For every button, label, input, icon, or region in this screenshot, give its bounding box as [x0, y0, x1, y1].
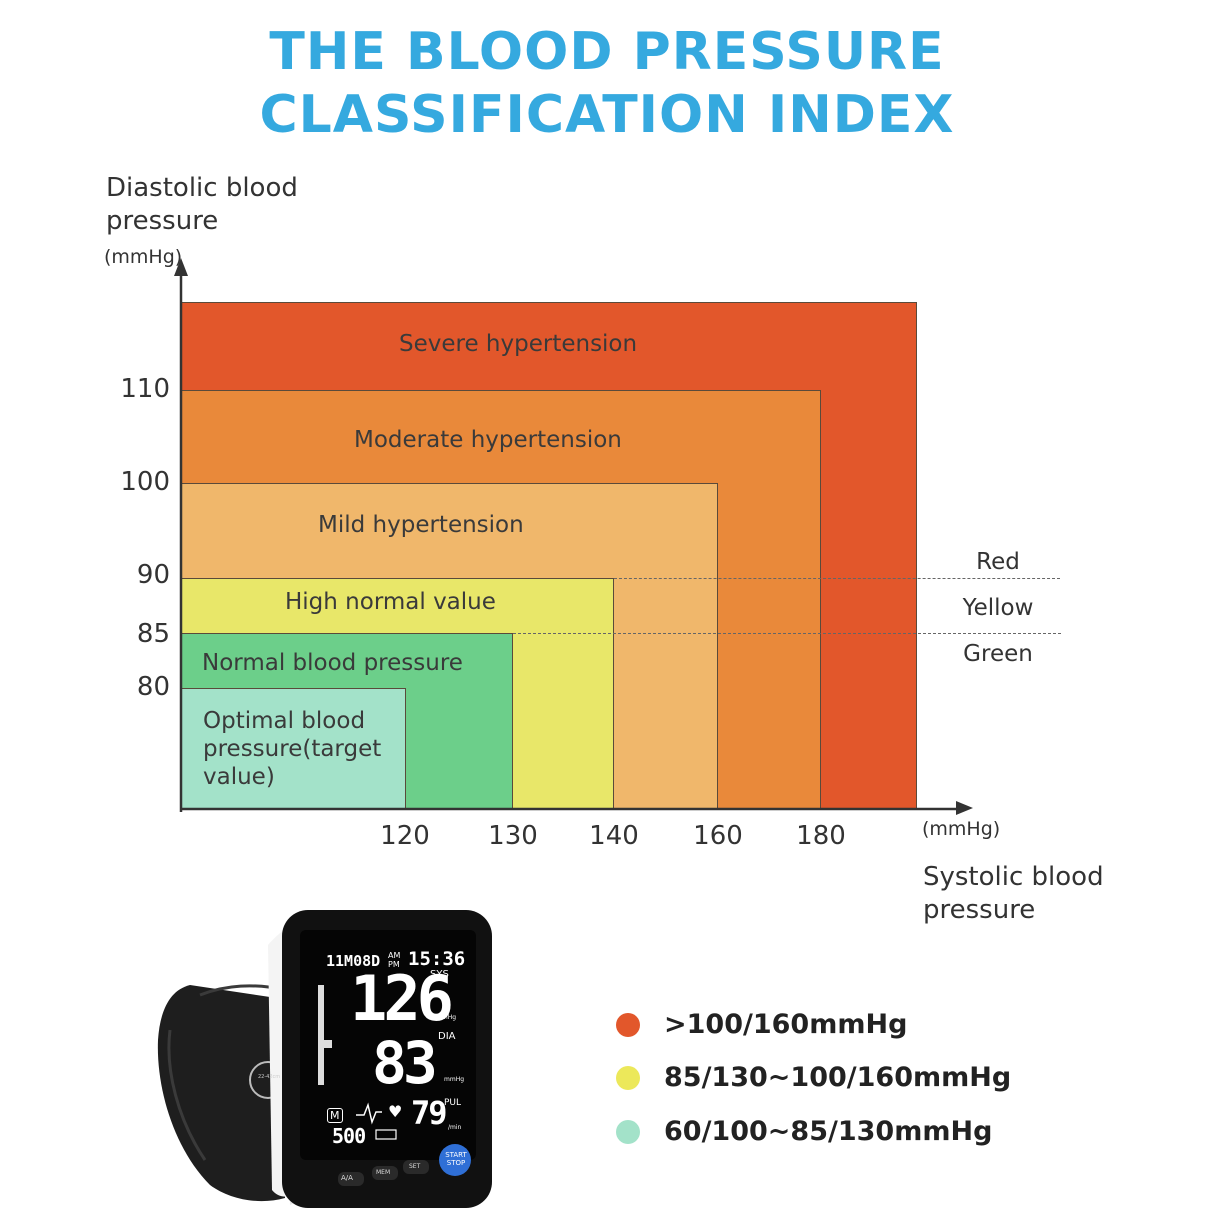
legend-text-green: 60/100~85/130mmHg: [664, 1116, 993, 1147]
legend-text-red: >100/160mmHg: [664, 1009, 908, 1040]
aa-button: [338, 1172, 364, 1186]
x-axis-label: Systolic blood pressure: [923, 861, 1104, 927]
y-tick-110: 110: [120, 374, 170, 404]
device-pul-label: PUL: [444, 1098, 462, 1108]
zone-word-yellow: Yellow: [962, 595, 1034, 621]
legend-dot-green: [616, 1119, 640, 1144]
x-tick-180: 180: [796, 821, 846, 851]
zone-optimal: [180, 688, 406, 810]
y-tick-85: 85: [136, 619, 170, 649]
x-tick-130: 130: [488, 821, 538, 851]
zone-word-green: Green: [963, 641, 1033, 667]
legend-item-red: >100/160mmHg: [616, 1009, 907, 1040]
device-mem-icon: M: [327, 1108, 343, 1123]
legend-text-yellow: 85/130~100/160mmHg: [664, 1062, 1012, 1093]
dashed-line-red-yellow: [614, 578, 1060, 579]
x-tick-140: 140: [589, 821, 639, 851]
zone-label-optimal-line2: pressure(target: [203, 736, 382, 762]
svg-text:♥: ♥: [388, 1102, 402, 1121]
x-axis-arrow: [956, 801, 973, 815]
zone-label-optimal-line3: value): [203, 764, 275, 790]
device-dia-label: DIA: [438, 1031, 456, 1042]
zone-label-moderate: Moderate hypertension: [354, 427, 622, 453]
device-unit-dia: mmHg: [444, 1076, 465, 1083]
y-axis-unit: (mmHg): [104, 246, 183, 268]
device-dia-value: 83: [372, 1029, 438, 1097]
device-unit-sys: mmHg: [436, 1014, 457, 1021]
y-tick-100: 100: [120, 467, 170, 497]
x-axis-unit: (mmHg): [922, 818, 1001, 840]
y-axis-label: Diastolic blood pressure: [106, 172, 298, 238]
legend-dot-yellow: [616, 1065, 640, 1090]
device-button-set: SET: [409, 1163, 421, 1170]
page-title-line2: CLASSIFICATION INDEX: [259, 85, 955, 145]
x-tick-120: 120: [380, 821, 430, 851]
device-button-mem: MEM: [376, 1169, 391, 1176]
zone-label-optimal-line1: Optimal blood: [203, 708, 366, 734]
zone-label-mild: Mild hypertension: [318, 512, 524, 538]
mem-button: [372, 1166, 398, 1180]
battery-icon: [375, 1129, 397, 1140]
zone-label-optimal: Optimal blood pressure(target value): [203, 707, 381, 791]
device-pul-value: 79: [411, 1094, 448, 1132]
legend-item-green: 60/100~85/130mmHg: [616, 1116, 992, 1147]
device-pul-unit: /min: [448, 1124, 462, 1131]
x-axis-label-line1: Systolic blood: [923, 862, 1104, 892]
y-axis-label-line2: pressure: [106, 206, 219, 236]
y-axis-label-line1: Diastolic blood: [106, 173, 298, 203]
device-ampm: AM PM: [388, 951, 401, 969]
zone-word-red: Red: [976, 549, 1020, 575]
y-tick-80: 80: [136, 672, 170, 702]
device-cuff-size: 22-42cm: [258, 1074, 281, 1080]
device-button-aa: A/A: [341, 1174, 353, 1182]
level-bar: [318, 985, 324, 1085]
device-date: 11M08D: [326, 952, 381, 970]
dashed-line-yellow-green: [513, 633, 1061, 634]
y-tick-90: 90: [136, 560, 170, 590]
x-axis-label-line2: pressure: [923, 895, 1036, 925]
device-sys-label: SYS: [430, 969, 449, 980]
legend-dot-red: [616, 1012, 640, 1037]
x-tick-160: 160: [693, 821, 743, 851]
device-memory: 500: [332, 1124, 366, 1148]
device-screen: [300, 930, 476, 1160]
zone-label-high-normal: High normal value: [285, 589, 496, 615]
page-title-line1: THE BLOOD PRESSURE: [269, 22, 945, 82]
zone-label-normal: Normal blood pressure: [202, 650, 463, 676]
device-time: 15:36: [408, 948, 466, 970]
device-start-stop: START STOP: [445, 1151, 467, 1167]
start-stop-button: [439, 1144, 471, 1176]
device-sys-value: 126: [350, 962, 454, 1035]
cuff: [157, 985, 290, 1202]
zone-label-severe: Severe hypertension: [399, 331, 638, 357]
legend-item-yellow: 85/130~100/160mmHg: [616, 1062, 1011, 1093]
y-axis-arrow: [174, 258, 188, 276]
set-button: [403, 1160, 429, 1174]
